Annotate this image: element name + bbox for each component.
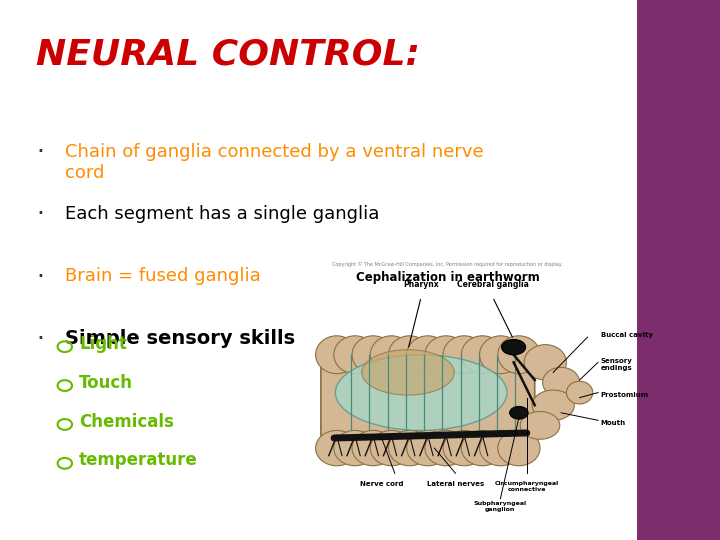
Text: temperature: temperature [79,451,198,469]
Text: Chain of ganglia connected by a ventral nerve
cord: Chain of ganglia connected by a ventral … [65,143,483,182]
Ellipse shape [498,430,540,466]
Ellipse shape [532,390,575,420]
Ellipse shape [334,336,376,374]
Text: ·: · [36,327,44,350]
Text: ·: · [36,202,44,226]
Ellipse shape [425,430,467,466]
Text: Pharynx: Pharynx [403,280,439,289]
Ellipse shape [443,430,485,466]
Ellipse shape [443,336,485,374]
FancyBboxPatch shape [321,340,535,450]
Ellipse shape [334,430,376,466]
Text: Sensory
endings: Sensory endings [600,359,633,372]
Ellipse shape [361,350,454,395]
Ellipse shape [462,430,503,466]
Ellipse shape [567,381,593,404]
Ellipse shape [315,336,358,374]
Text: Subpharyngeal
ganglion: Subpharyngeal ganglion [474,501,527,512]
Ellipse shape [407,430,449,466]
Bar [637,0,720,540]
Ellipse shape [521,411,560,439]
Ellipse shape [498,336,540,374]
Ellipse shape [389,430,431,466]
Text: Prostomium: Prostomium [600,392,649,398]
Ellipse shape [510,407,528,419]
Text: Mouth: Mouth [600,420,626,426]
Text: Cerebral ganglia: Cerebral ganglia [456,280,528,289]
Ellipse shape [370,336,413,374]
Ellipse shape [502,340,526,355]
Ellipse shape [407,336,449,374]
Text: Brain = fused ganglia: Brain = fused ganglia [65,267,261,285]
Text: Nerve cord: Nerve cord [360,481,403,487]
Text: Touch: Touch [79,374,133,391]
Text: Chemicals: Chemicals [79,413,174,430]
Ellipse shape [315,430,358,466]
Text: Lateral nerves: Lateral nerves [427,481,484,487]
Ellipse shape [543,367,580,397]
Ellipse shape [480,336,522,374]
Text: ·: · [36,140,44,164]
Ellipse shape [336,355,507,430]
Ellipse shape [425,336,467,374]
Ellipse shape [389,336,431,374]
Text: NEURAL CONTROL:: NEURAL CONTROL: [36,38,420,72]
Ellipse shape [480,430,522,466]
Text: Circumpharyngeal
connective: Circumpharyngeal connective [495,481,559,492]
Ellipse shape [352,430,395,466]
Text: ·: · [36,265,44,288]
Text: Cephalization in earthworm: Cephalization in earthworm [356,272,539,285]
Text: Light: Light [79,335,127,353]
Text: Copyright © The McGraw-Hill Companies, Inc. Permission required for reproduction: Copyright © The McGraw-Hill Companies, I… [333,261,563,267]
Ellipse shape [352,336,395,374]
Ellipse shape [370,430,413,466]
Text: Buccal cavity: Buccal cavity [600,332,653,338]
Text: Simple sensory skills: Simple sensory skills [65,329,295,348]
Ellipse shape [462,336,503,374]
Text: Each segment has a single ganglia: Each segment has a single ganglia [65,205,379,223]
Ellipse shape [524,345,567,380]
